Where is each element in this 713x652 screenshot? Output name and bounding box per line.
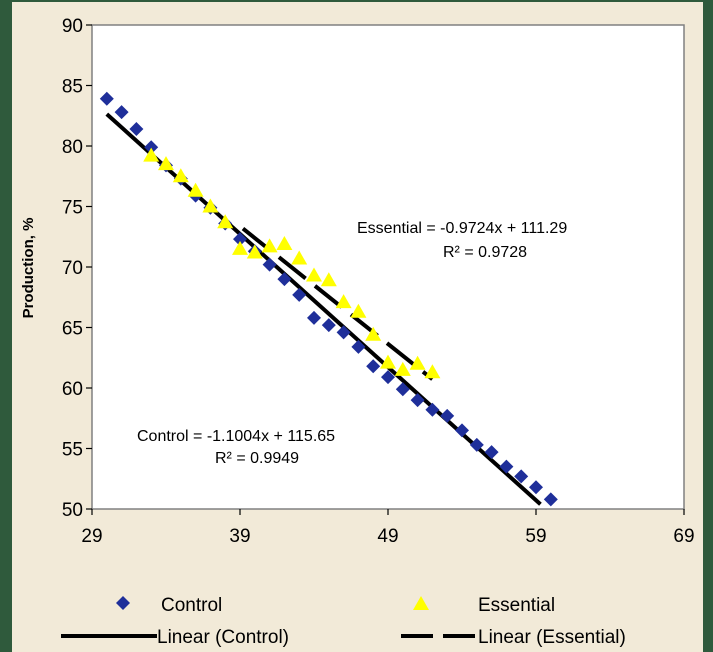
y-tick-label: 50 <box>62 500 83 521</box>
control-point <box>262 257 277 272</box>
control-equation: Control = -1.1004x + 115.65 <box>137 428 335 445</box>
legend: Control Essential Linear (Control) Linea… <box>61 595 626 648</box>
x-tick-label: 49 <box>377 526 398 547</box>
control-point <box>292 287 307 302</box>
x-tick-label: 69 <box>673 526 694 547</box>
essential-point <box>246 244 263 259</box>
y-tick-label: 85 <box>62 77 83 98</box>
control-point <box>233 232 247 247</box>
essential-r-squared: R² = 0.9728 <box>443 244 527 261</box>
control-point <box>469 437 484 452</box>
x-tick-label: 29 <box>81 526 102 547</box>
legend-control-marker <box>116 596 130 610</box>
essential-point <box>306 267 322 282</box>
control-point <box>484 445 499 460</box>
y-tick-label: 80 <box>62 137 83 158</box>
y-axis-label: Production, % <box>20 218 37 319</box>
essential-point <box>424 364 441 379</box>
control-point <box>440 408 455 423</box>
legend-essential-label: Essential <box>478 595 555 616</box>
y-tick-label: 60 <box>62 379 83 400</box>
control-point <box>351 339 366 354</box>
control-point <box>277 272 292 287</box>
essential-equation: Essential = -0.9724x + 111.29 <box>357 220 567 237</box>
control-point <box>543 492 558 507</box>
control-point <box>410 393 425 408</box>
y-tick-label: 75 <box>62 198 83 219</box>
essential-point <box>217 214 234 229</box>
control-point <box>114 105 129 120</box>
essential-point <box>394 361 411 376</box>
axes: 50 55 60 65 70 75 80 85 90 29 39 49 59 69 <box>62 16 695 547</box>
essential-point <box>365 326 382 341</box>
control-point <box>529 480 543 495</box>
control-point <box>129 122 144 137</box>
control-point <box>366 359 381 374</box>
y-tick-label: 55 <box>62 440 83 461</box>
essential-point <box>187 182 204 197</box>
plot-area <box>91 24 685 510</box>
x-tick-label: 59 <box>525 526 546 547</box>
essential-point <box>350 303 367 318</box>
control-point <box>307 310 321 325</box>
legend-linear-control-label: Linear (Control) <box>157 627 289 648</box>
essential-point <box>143 147 160 162</box>
legend-linear-essential-label: Linear (Essential) <box>478 627 626 648</box>
control-point <box>99 91 114 106</box>
essential-point <box>291 250 308 265</box>
y-tick-label: 70 <box>62 258 83 279</box>
essential-point <box>261 238 278 253</box>
control-r-squared: R² = 0.9949 <box>215 450 299 467</box>
control-point <box>336 325 351 340</box>
control-point <box>514 469 529 484</box>
x-tick-label: 39 <box>229 526 250 547</box>
control-point <box>425 402 440 417</box>
control-point <box>321 318 336 333</box>
legend-control-label: Control <box>161 595 222 616</box>
legend-essential-marker <box>413 596 429 610</box>
essential-point <box>172 168 189 183</box>
essential-point <box>202 198 219 213</box>
control-point <box>499 459 514 474</box>
trendline-essential <box>241 227 434 381</box>
control-point <box>455 423 469 438</box>
y-tick-label: 65 <box>62 319 83 340</box>
essential-point <box>335 294 352 309</box>
y-tick-label: 90 <box>62 16 83 37</box>
control-point <box>144 140 159 155</box>
essential-point <box>232 240 248 255</box>
essential-point <box>320 272 337 287</box>
control-point <box>395 382 410 397</box>
markers <box>99 91 558 507</box>
essential-point <box>409 355 426 370</box>
essential-point <box>276 236 293 251</box>
essential-point <box>380 354 396 369</box>
essential-point <box>158 156 174 171</box>
control-point <box>381 370 395 385</box>
